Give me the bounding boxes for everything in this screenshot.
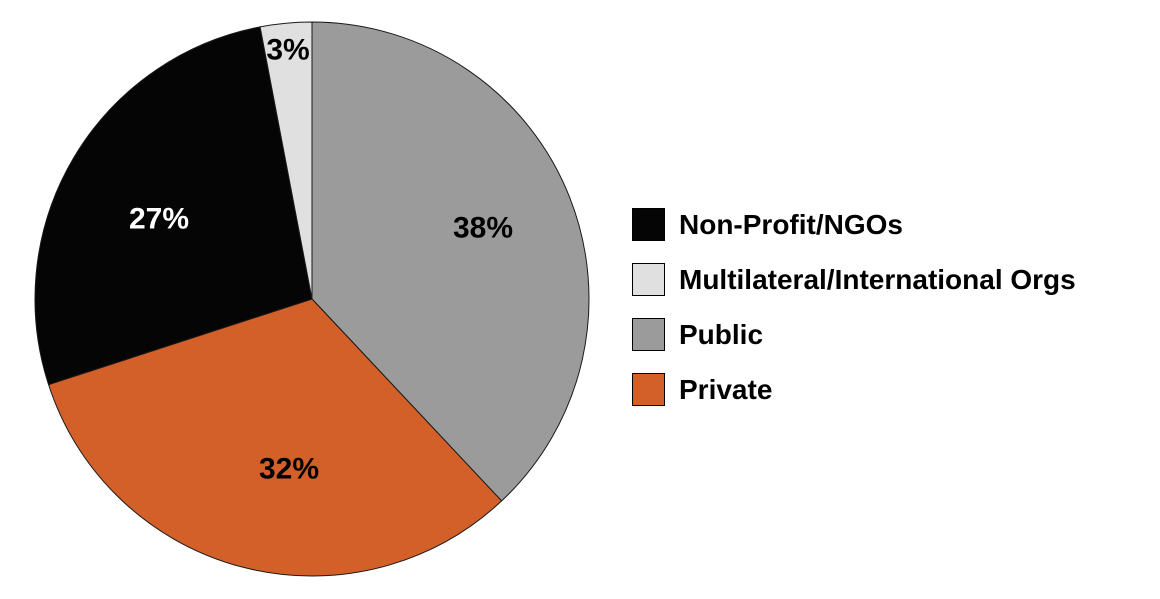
legend-swatch bbox=[632, 318, 665, 351]
pie-slice-multilateral-international-orgs bbox=[259, 21, 313, 300]
slice-label: 27% bbox=[129, 203, 189, 236]
pie-slices bbox=[34, 21, 590, 577]
slice-label: 3% bbox=[266, 34, 309, 67]
pie-slice-public bbox=[311, 21, 590, 502]
legend-label: Multilateral/International Orgs bbox=[679, 264, 1076, 295]
legend-swatch bbox=[632, 208, 665, 241]
pie-slice-non-profit-ngos bbox=[34, 26, 313, 386]
legend-swatch bbox=[632, 263, 665, 296]
legend-label: Public bbox=[679, 319, 764, 350]
pie-slice-private bbox=[47, 298, 503, 577]
legend-swatch bbox=[632, 373, 665, 406]
legend-label: Private bbox=[679, 374, 773, 405]
slice-label: 32% bbox=[259, 453, 319, 486]
legend-label: Non-Profit/NGOs bbox=[679, 209, 903, 240]
slice-label: 38% bbox=[453, 212, 513, 245]
pie-slice-labels: 38% 32% 27% 3% bbox=[129, 34, 513, 486]
